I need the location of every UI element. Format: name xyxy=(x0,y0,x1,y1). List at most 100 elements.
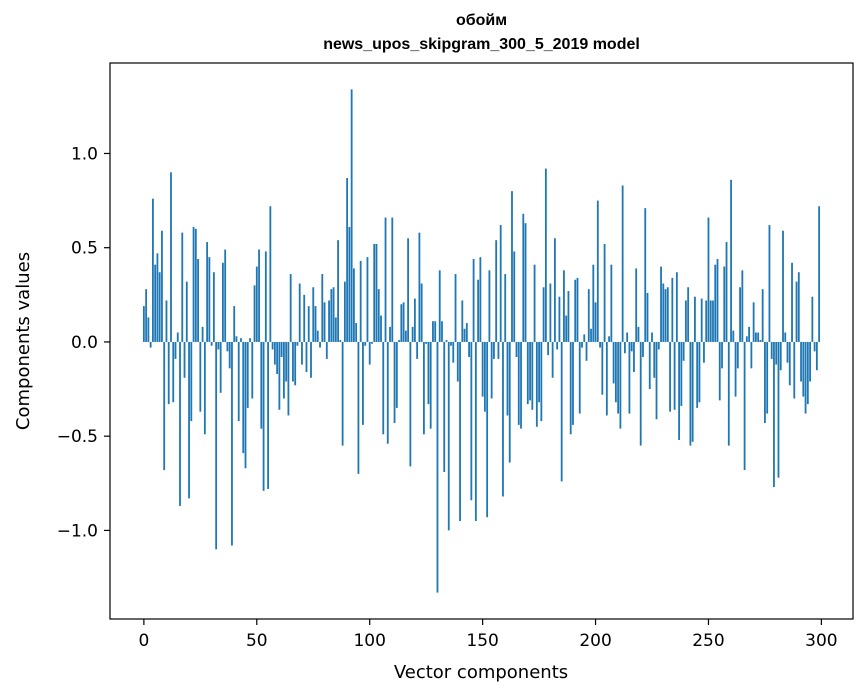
bar xyxy=(468,341,470,358)
bar xyxy=(592,264,595,342)
bar xyxy=(474,341,477,521)
bar xyxy=(648,341,651,390)
bar xyxy=(400,304,403,342)
bar xyxy=(353,268,355,342)
bar xyxy=(438,270,441,342)
bar xyxy=(818,206,821,342)
bar xyxy=(208,257,211,342)
x-axis-ticks: 0 50 100 150 200 250 300 xyxy=(138,619,838,651)
bar xyxy=(192,226,195,342)
bar xyxy=(393,341,396,423)
bar xyxy=(495,240,498,342)
bar xyxy=(585,341,588,361)
bar xyxy=(429,341,432,429)
bar xyxy=(323,302,326,342)
bar xyxy=(170,172,172,342)
bar xyxy=(380,315,382,342)
x-tick-label: 150 xyxy=(466,631,498,651)
bar xyxy=(447,341,450,531)
y-tick-label: −1.0 xyxy=(57,521,98,541)
bar xyxy=(145,289,148,342)
bar xyxy=(337,240,339,342)
bar xyxy=(181,232,184,342)
bar xyxy=(526,341,529,405)
bar xyxy=(761,289,764,342)
bar xyxy=(452,341,455,363)
bar xyxy=(614,341,617,403)
bar xyxy=(813,341,816,352)
bar xyxy=(188,341,190,499)
bar xyxy=(420,283,423,342)
bar xyxy=(506,341,509,416)
bar xyxy=(152,198,154,342)
bar xyxy=(199,341,202,412)
bar xyxy=(644,208,647,342)
bar xyxy=(321,274,324,342)
bar xyxy=(583,334,586,342)
bar xyxy=(653,341,656,378)
bar xyxy=(355,323,358,342)
bar xyxy=(517,341,520,425)
bar xyxy=(477,279,480,342)
bar xyxy=(235,336,238,342)
bar xyxy=(581,341,583,348)
bar xyxy=(287,341,290,416)
bar xyxy=(210,341,213,346)
bar xyxy=(542,287,545,342)
bar xyxy=(788,341,791,386)
bar xyxy=(488,270,491,342)
bar xyxy=(757,332,760,342)
bar xyxy=(773,341,775,488)
bar xyxy=(332,287,335,342)
bars-group xyxy=(142,89,821,593)
bar xyxy=(800,341,802,382)
bar xyxy=(398,340,400,342)
bar xyxy=(700,298,703,342)
bar xyxy=(811,296,814,342)
bar xyxy=(262,341,265,491)
bar xyxy=(556,341,559,350)
bar xyxy=(637,326,640,342)
bar xyxy=(240,338,242,342)
bar xyxy=(549,283,552,342)
bar xyxy=(161,230,163,342)
x-tick-label: 300 xyxy=(805,631,837,651)
bar xyxy=(233,306,236,342)
bar xyxy=(456,341,459,382)
bar xyxy=(273,341,276,365)
bar xyxy=(642,341,644,358)
bar xyxy=(553,238,556,342)
chart-subtitle: news_upos_skipgram_300_5_2019 model xyxy=(323,36,640,53)
bar xyxy=(222,262,224,342)
bar xyxy=(386,341,389,444)
bar xyxy=(576,277,579,342)
bar xyxy=(718,341,721,401)
bar xyxy=(314,306,317,342)
bar xyxy=(298,283,301,342)
bar xyxy=(651,332,653,342)
bar xyxy=(748,326,751,342)
y-tick-label: −0.5 xyxy=(57,427,98,447)
bar xyxy=(479,257,482,342)
bar xyxy=(373,243,376,342)
bar xyxy=(531,341,534,410)
bar xyxy=(328,300,330,342)
bar xyxy=(224,249,227,342)
bar xyxy=(413,298,416,342)
bar xyxy=(251,341,254,399)
bar xyxy=(472,259,475,342)
bar xyxy=(766,341,769,414)
bar xyxy=(660,266,662,342)
bar xyxy=(587,289,590,342)
bar xyxy=(292,341,294,382)
bar xyxy=(691,341,694,442)
bar xyxy=(368,341,371,365)
bar xyxy=(294,341,297,386)
bar xyxy=(425,341,428,344)
bar xyxy=(330,289,333,342)
bar xyxy=(362,341,364,425)
bar xyxy=(343,281,346,342)
bar xyxy=(176,332,179,342)
bar xyxy=(628,341,631,414)
